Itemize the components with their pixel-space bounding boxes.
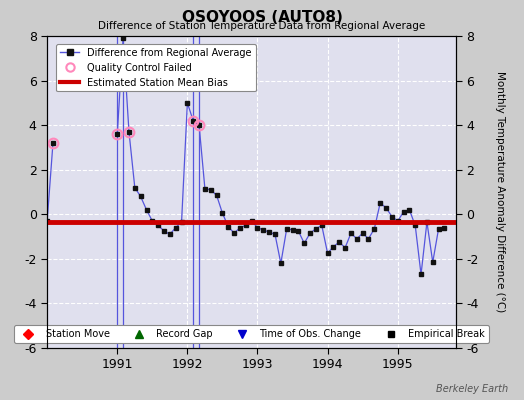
Text: Berkeley Earth: Berkeley Earth: [436, 384, 508, 394]
Legend: Station Move, Record Gap, Time of Obs. Change, Empirical Break: Station Move, Record Gap, Time of Obs. C…: [14, 325, 489, 343]
Text: Difference of Station Temperature Data from Regional Average: Difference of Station Temperature Data f…: [99, 21, 425, 31]
Text: OSOYOOS (AUTO8): OSOYOOS (AUTO8): [181, 10, 343, 25]
Y-axis label: Monthly Temperature Anomaly Difference (°C): Monthly Temperature Anomaly Difference (…: [495, 71, 505, 313]
